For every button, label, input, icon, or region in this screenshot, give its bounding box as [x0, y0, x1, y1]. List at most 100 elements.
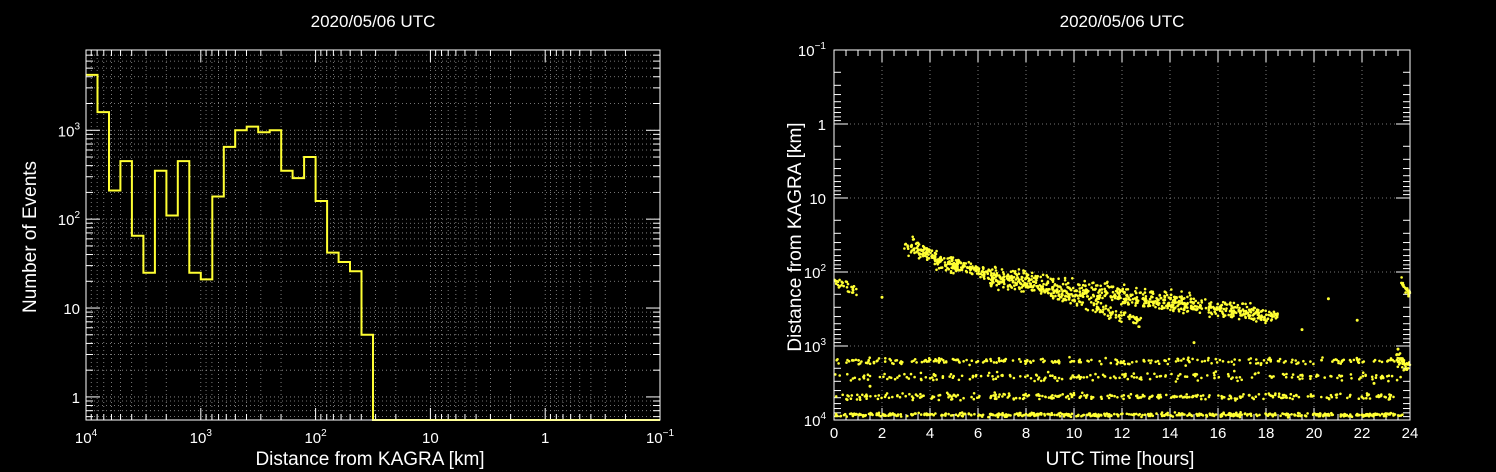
scatter-x-tick-label: 16 [1210, 425, 1227, 442]
scatter-point [1083, 279, 1086, 283]
scatter-point [944, 264, 947, 268]
scatter-point [1227, 360, 1230, 364]
scatter-point [1271, 315, 1274, 318]
scatter-point [949, 270, 953, 273]
scatter-point [1194, 299, 1197, 303]
scatter-point [1105, 412, 1109, 415]
scatter-point [913, 251, 916, 255]
scatter-point [987, 371, 991, 375]
scatter-point [1357, 397, 1361, 401]
scatter-point [1227, 374, 1230, 378]
scatter-point [1144, 297, 1147, 300]
scatter-point [1358, 358, 1361, 361]
scatter-point [1304, 362, 1307, 366]
scatter-point [834, 395, 838, 398]
scatter-point [1163, 306, 1166, 310]
scatter-point [1229, 313, 1233, 316]
scatter-point [983, 360, 986, 363]
scatter-point [1118, 376, 1121, 380]
scatter-point [1183, 375, 1187, 378]
scatter-point [927, 257, 931, 260]
scatter-point [1070, 395, 1074, 399]
scatter-point [1138, 291, 1142, 295]
scatter-point [1238, 306, 1241, 310]
scatter-point [1396, 347, 1400, 351]
scatter-point [991, 413, 994, 416]
scatter-point [944, 414, 947, 417]
scatter-point [1407, 294, 1410, 298]
scatter-point [958, 411, 962, 415]
scatter-point [1372, 360, 1376, 363]
scatter-point [1097, 375, 1100, 379]
scatter-point [1185, 393, 1188, 396]
scatter-point [1217, 375, 1221, 379]
scatter-point [1226, 372, 1230, 376]
scatter-point [1399, 375, 1402, 379]
scatter-point [1001, 271, 1005, 274]
scatter-point [1321, 356, 1324, 359]
scatter-point [868, 384, 872, 388]
scatter-point [1401, 362, 1405, 365]
scatter-point [1327, 397, 1331, 401]
scatter-point [1222, 411, 1225, 415]
scatter-point [1294, 359, 1297, 362]
scatter-point [1061, 282, 1065, 286]
scatter-point [1217, 394, 1220, 397]
histogram-x-axis-label: Distance from KAGRA [km] [255, 449, 484, 470]
scatter-point [1268, 358, 1272, 362]
scatter-point [1092, 294, 1096, 298]
scatter-point [1057, 277, 1060, 281]
scatter-point [1259, 362, 1263, 365]
histogram-x-tick-label: 1 [541, 430, 549, 447]
scatter-point [911, 235, 914, 239]
scatter-point [1230, 310, 1234, 313]
scatter-point [903, 372, 906, 376]
scatter-point [1154, 300, 1157, 303]
scatter-point [1238, 309, 1241, 313]
scatter-point [1081, 295, 1085, 299]
scatter-point [964, 262, 968, 265]
scatter-point [958, 269, 961, 272]
scatter-point [1030, 271, 1034, 275]
scatter-point [1120, 395, 1123, 398]
scatter-point [838, 278, 841, 282]
scatter-point [876, 397, 880, 401]
scatter-point [1057, 294, 1060, 297]
scatter-point [1138, 396, 1141, 399]
scatter-point [1096, 300, 1100, 304]
scatter-point [1405, 368, 1409, 372]
scatter-x-tick-label: 20 [1306, 425, 1323, 442]
scatter-point [1130, 315, 1133, 319]
scatter-point [1000, 280, 1004, 284]
scatter-point [1055, 284, 1059, 287]
scatter-point [854, 358, 858, 362]
scatter-point [1404, 287, 1407, 291]
scatter-point [868, 374, 872, 378]
scatter-point [1262, 397, 1265, 401]
scatter-point [871, 413, 874, 417]
scatter-point [1157, 362, 1161, 366]
scatter-point [998, 393, 1001, 396]
scatter-point [1026, 394, 1029, 398]
scatter-point [973, 412, 976, 416]
scatter-point [942, 359, 945, 362]
scatter-point [1069, 415, 1073, 419]
scatter-point [1060, 288, 1063, 291]
scatter-point [1101, 296, 1104, 300]
scatter-point [1091, 378, 1094, 382]
scatter-point [1243, 412, 1247, 416]
scatter-point [842, 284, 845, 288]
scatter-point [1199, 304, 1202, 307]
scatter-point [1012, 275, 1016, 279]
scatter-point [843, 412, 847, 416]
scatter-point [852, 285, 856, 288]
scatter-point [957, 378, 961, 382]
scatter-point [1286, 416, 1290, 419]
scatter-chart: 2020/05/06 UTC 0 2 4 6 8 10 12 14 16 18 20 22 24 10−… [785, 12, 1418, 470]
scatter-point [1005, 277, 1009, 280]
scatter-point [1268, 374, 1272, 378]
scatter-point [1170, 372, 1173, 376]
scatter-point [1103, 290, 1107, 293]
scatter-point [1213, 376, 1216, 380]
scatter-point [1233, 413, 1236, 416]
